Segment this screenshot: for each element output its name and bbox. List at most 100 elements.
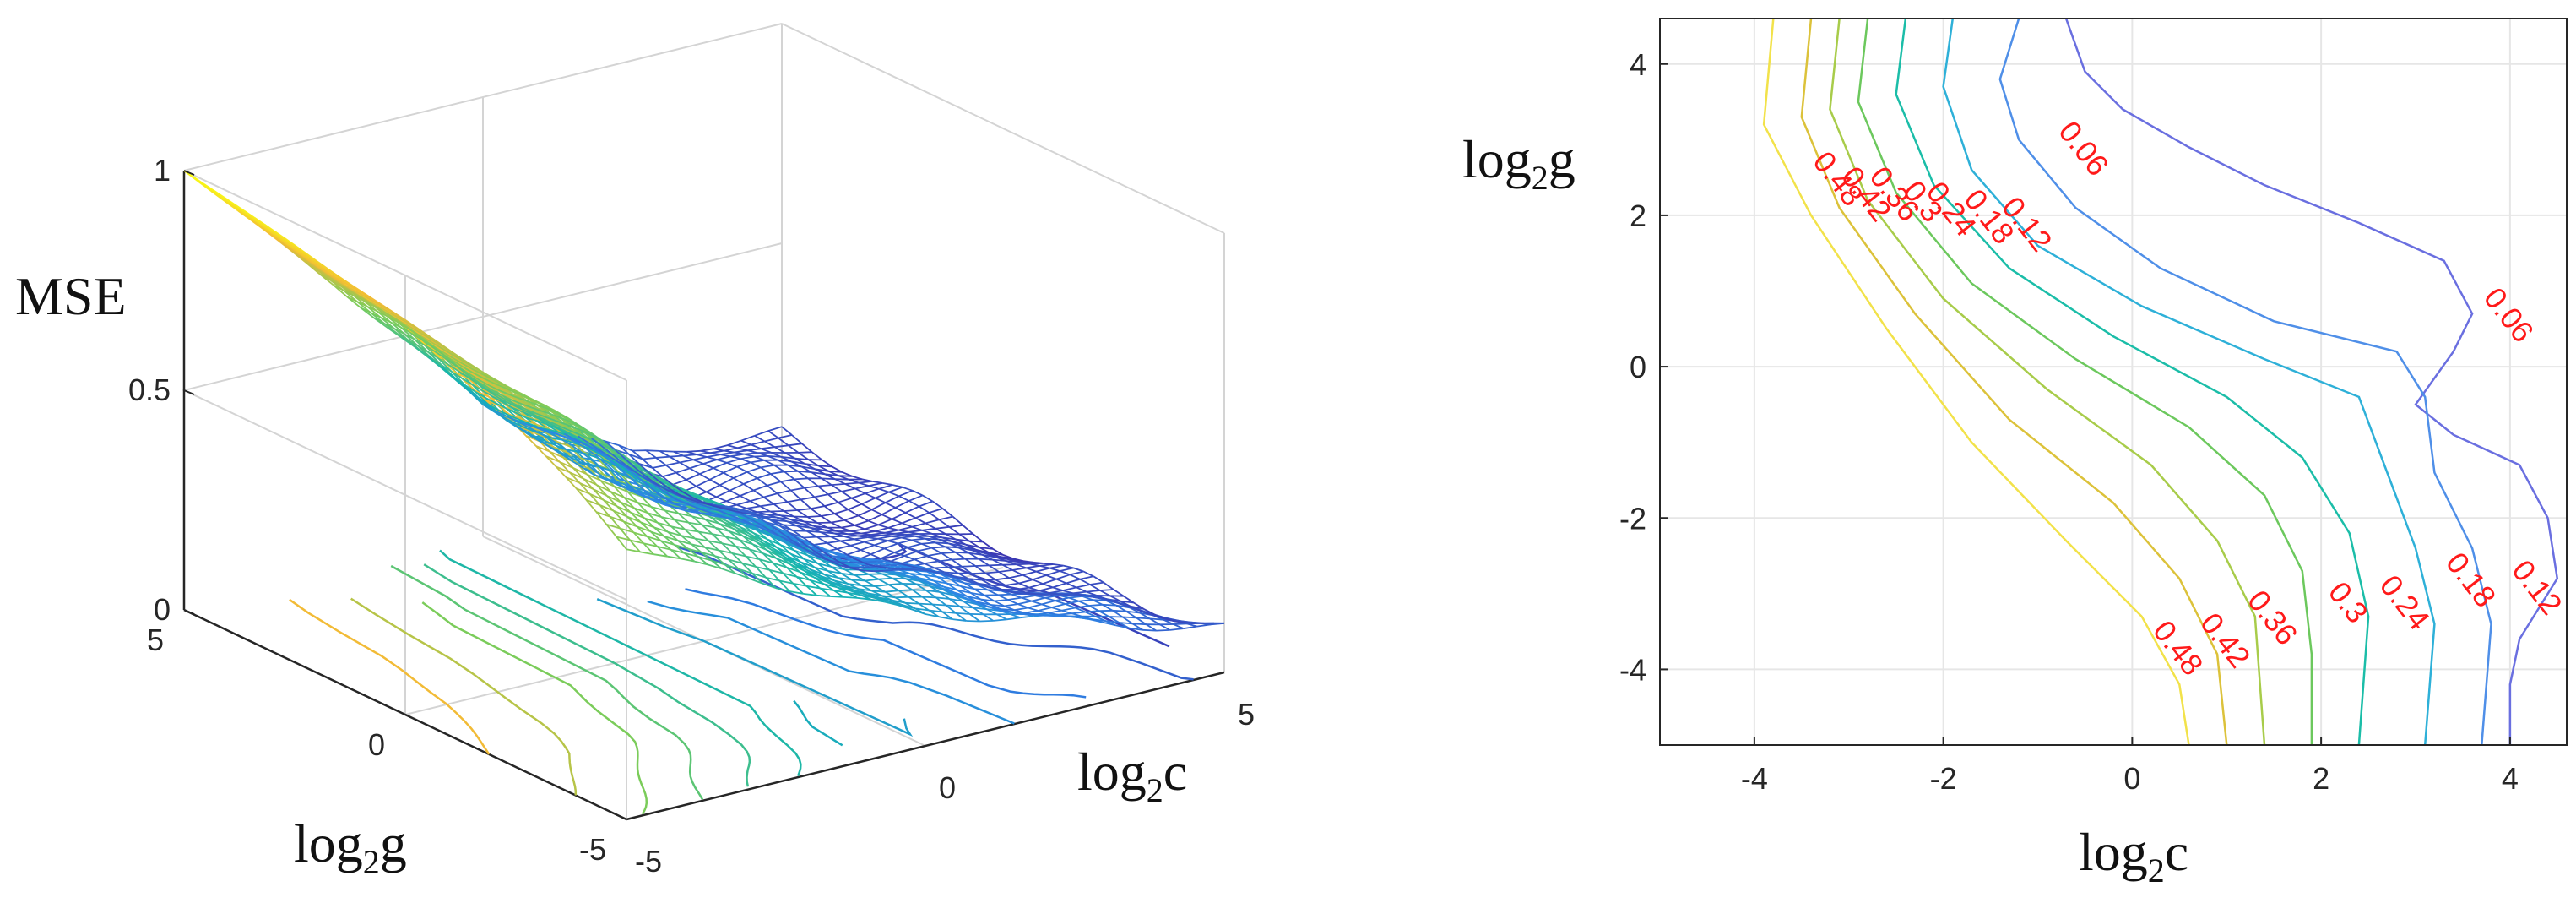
mesh-segment (595, 511, 607, 525)
mesh-segment (783, 572, 797, 578)
mesh-segment (522, 426, 534, 432)
mesh-segment (870, 534, 881, 536)
mesh-segment (860, 594, 871, 601)
mesh-segment (843, 563, 854, 570)
mesh-segment (778, 579, 790, 592)
mesh-segment (753, 484, 767, 492)
mesh-segment (214, 190, 225, 199)
mesh-segment (728, 514, 740, 519)
mesh-segment (778, 538, 789, 545)
mesh-segment (487, 384, 499, 391)
contour-line (1762, 18, 2190, 746)
mesh-segment (581, 426, 593, 435)
mesh-segment (945, 546, 956, 553)
mesh-segment (955, 551, 969, 554)
mesh-segment (741, 563, 753, 574)
mesh-segment (1071, 612, 1082, 617)
mesh-segment (605, 440, 620, 446)
mesh-segment (844, 483, 856, 490)
mesh-segment (966, 620, 980, 623)
mesh-segment (485, 397, 496, 404)
mesh-segment (641, 479, 653, 489)
mesh-segment (1052, 582, 1067, 589)
mesh-segment (796, 525, 808, 532)
mesh-segment (773, 519, 784, 526)
mesh-segment (952, 558, 966, 561)
mesh-segment (819, 587, 831, 597)
mesh-segment (938, 616, 953, 620)
mesh-segment (802, 536, 814, 546)
mesh-segment (880, 564, 891, 568)
mesh-segment (528, 400, 539, 406)
mesh-segment (803, 536, 817, 539)
mesh-segment (830, 521, 842, 529)
mesh-segment (898, 525, 913, 531)
mesh-segment (498, 405, 510, 416)
mesh-segment (752, 532, 764, 542)
mesh-segment (227, 200, 239, 209)
mesh-segment (918, 602, 930, 612)
mesh-segment (1088, 603, 1103, 607)
mesh-segment (817, 484, 832, 487)
mesh-segment (648, 472, 660, 482)
mesh-segment (1028, 603, 1042, 609)
mesh-segment (762, 552, 774, 564)
mesh-segment (1065, 600, 1079, 605)
mesh-segment (1055, 578, 1067, 585)
mesh-segment (777, 489, 791, 495)
mesh-segment (860, 532, 872, 536)
mesh-segment (434, 351, 446, 359)
mesh-segment (902, 583, 913, 591)
mesh-segment (652, 474, 664, 481)
mesh-segment (682, 454, 694, 461)
mesh-segment (708, 515, 720, 525)
mesh-segment (885, 590, 899, 593)
floor-contour (439, 549, 802, 776)
mesh-segment (453, 352, 464, 361)
mesh-segment (785, 534, 796, 539)
mesh-segment (623, 480, 635, 491)
mesh-segment (514, 391, 525, 397)
mesh-segment (333, 284, 344, 291)
mesh-segment (958, 606, 971, 615)
mesh-segment (613, 485, 628, 492)
mesh-segment (862, 478, 873, 482)
mesh-segment (806, 530, 817, 538)
mesh-segment (953, 591, 964, 599)
mesh-segment (713, 467, 724, 474)
mesh-segment (805, 549, 817, 557)
mesh-segment (935, 528, 946, 535)
mesh-segment (643, 542, 658, 547)
mesh-segment (500, 383, 512, 389)
mesh-segment (981, 579, 993, 586)
mesh-segment (918, 533, 930, 537)
mesh-segment (871, 502, 887, 511)
mesh-segment (827, 570, 838, 579)
mesh-segment (947, 565, 963, 568)
mesh-segment (389, 312, 400, 319)
mesh-segment (1061, 607, 1076, 612)
mesh-segment (455, 378, 467, 389)
mesh-segment (782, 572, 794, 585)
mesh-segment (1073, 567, 1084, 573)
mesh-segment (831, 484, 843, 492)
mesh-segment (781, 538, 793, 547)
mesh-segment (633, 531, 648, 538)
mesh-segment (763, 459, 775, 466)
mesh-segment (917, 550, 929, 557)
mesh-segment (740, 489, 754, 497)
mesh-segment (667, 555, 681, 560)
mesh-segment (657, 522, 669, 533)
mesh-segment (854, 525, 865, 530)
mesh-segment (954, 552, 966, 560)
mesh-segment (1045, 574, 1057, 580)
mesh-segment (786, 566, 800, 574)
mesh-segment (362, 292, 373, 300)
mesh-segment (860, 585, 872, 592)
mesh-segment (851, 492, 866, 499)
mesh-segment (1109, 595, 1121, 602)
mesh-segment (716, 455, 731, 460)
mesh-segment (451, 371, 463, 379)
mesh-segment (742, 512, 754, 515)
mesh-segment (901, 604, 913, 611)
